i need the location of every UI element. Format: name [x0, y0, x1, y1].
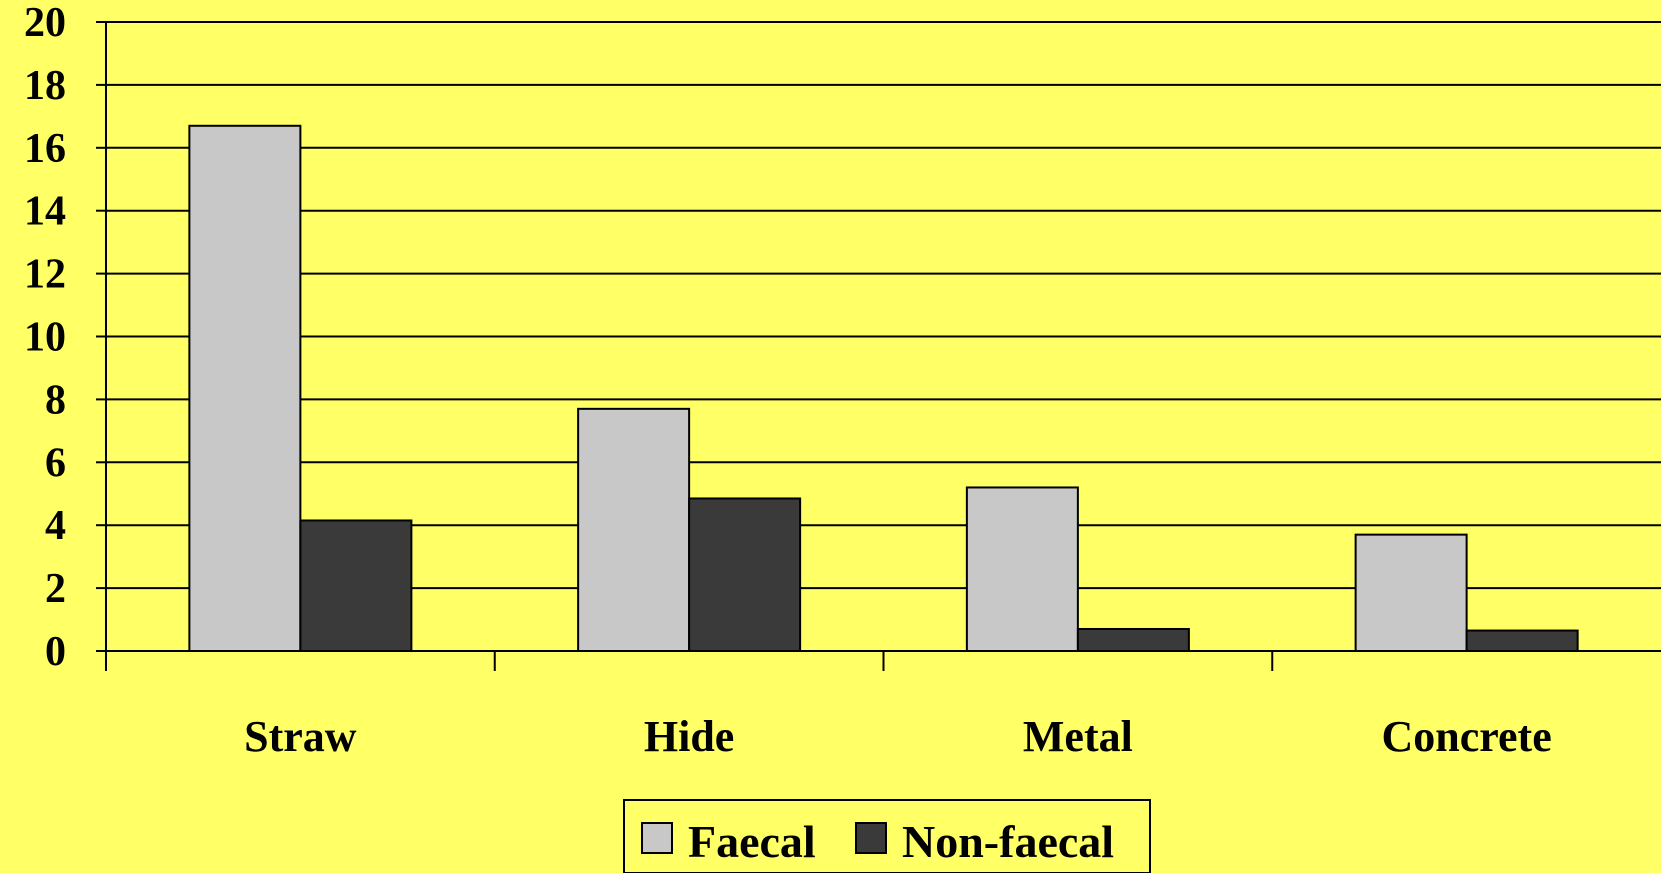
bar-non-faecal-metal [1076, 627, 1190, 652]
bar-non-faecal-concrete [1465, 629, 1579, 652]
y-tick-labels: 0 2 4 6 8 10 12 14 16 18 20 [24, 0, 66, 675]
y-tick-label: 14 [24, 189, 66, 235]
legend: Faecal Non-faecal [623, 799, 1151, 873]
bar-faecal-hide [577, 407, 691, 652]
axes [96, 21, 1661, 671]
y-tick-label: 4 [45, 503, 66, 549]
category-label: Metal [1023, 712, 1133, 761]
category-label: Straw [244, 712, 357, 761]
y-tick-label: 18 [24, 63, 66, 109]
bars [188, 124, 1579, 653]
category-labels: Straw Hide Metal Concrete [244, 712, 1552, 761]
bar-faecal-metal [965, 486, 1079, 652]
y-tick-label: 0 [45, 629, 66, 675]
bar-non-faecal-hide [688, 497, 802, 652]
y-tick-label: 20 [24, 0, 66, 46]
y-tick-label: 8 [45, 377, 66, 423]
legend-swatch [855, 822, 887, 854]
y-tick-label: 12 [24, 252, 66, 298]
y-tick-label: 10 [24, 315, 66, 361]
bar-faecal-concrete [1354, 533, 1468, 653]
bar-faecal-straw [188, 124, 302, 653]
category-label: Concrete [1382, 712, 1552, 761]
y-tick-label: 2 [45, 566, 66, 612]
legend-label: Faecal [688, 816, 816, 867]
bar-non-faecal-straw [299, 519, 413, 652]
legend-label: Non-faecal [902, 816, 1114, 867]
y-tick-label: 6 [45, 440, 66, 486]
legend-swatch [641, 822, 673, 854]
gridlines [106, 21, 1661, 590]
y-tick-label: 16 [24, 126, 66, 172]
category-label: Hide [644, 712, 734, 761]
